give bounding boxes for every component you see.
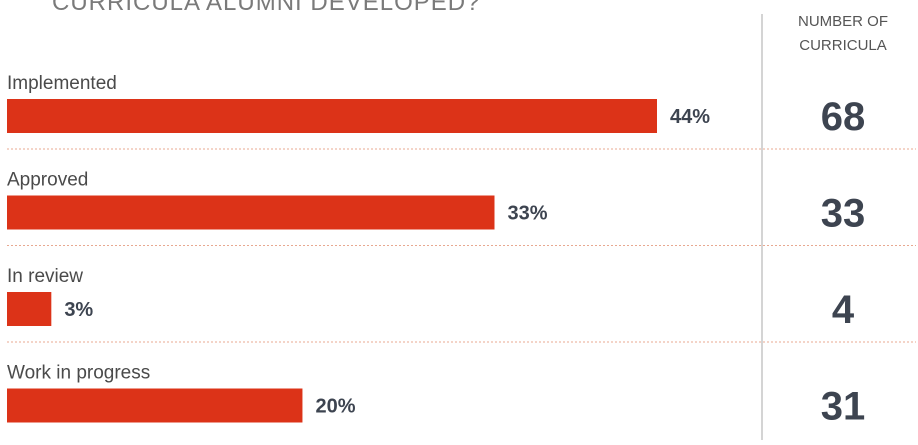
bar-value-label: 3% xyxy=(64,299,93,321)
count-column-header-line-1: NUMBER OF xyxy=(798,13,888,30)
category-label: Implemented xyxy=(7,73,117,94)
chart-title: CURRICULA ALUMNI DEVELOPED? xyxy=(52,0,480,16)
bar xyxy=(7,99,657,133)
bar-value-label: 44% xyxy=(670,106,710,128)
count-column-header-line-2: CURRICULA xyxy=(799,37,887,54)
bar xyxy=(7,195,495,230)
bar xyxy=(7,388,303,423)
count-value: 68 xyxy=(821,95,866,139)
bar-value-label: 20% xyxy=(315,396,355,418)
chart-rows: Implemented 44% 68 Approved 33% 33 In review 3%… xyxy=(7,73,916,429)
category-label: In review xyxy=(7,266,83,287)
bar-value-label: 33% xyxy=(508,203,548,225)
count-value: 33 xyxy=(821,192,866,236)
count-value: 4 xyxy=(832,288,855,332)
bar xyxy=(7,292,52,326)
count-value: 31 xyxy=(821,385,866,429)
category-label: Work in progress xyxy=(7,363,150,384)
category-label: Approved xyxy=(7,170,88,191)
